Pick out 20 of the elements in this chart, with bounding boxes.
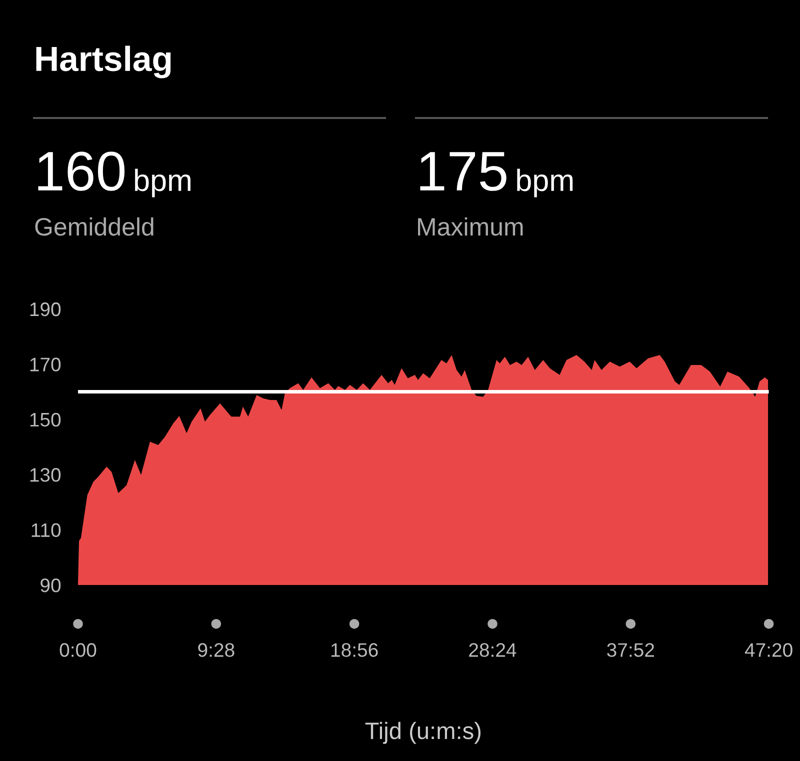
y-tick-label: 190 [30,302,61,316]
x-axis-title: Tijd (u:m:s) [365,722,481,744]
x-tick-label: 47:20 [744,643,792,657]
chart-title: Hartslag [36,46,171,78]
text: Maximum [418,217,523,236]
x-tick-label: 37:52 [607,643,654,657]
text: bpm [517,168,573,198]
x-tick-label: 18:56 [331,643,378,657]
y-tick-label: 150 [30,412,61,427]
text: bpm [134,168,190,198]
x-tick-label: 0:00 [60,643,96,657]
x-tick-label: 9:28 [198,643,234,657]
text: Gemiddeld [35,217,154,236]
text: 175 [420,152,506,191]
y-tick-label: 90 [40,578,61,592]
y-tick-label: 110 [32,523,61,538]
x-tick-label: 28:24 [469,643,516,657]
text: 160 [38,152,125,191]
y-tick-label: 170 [30,358,61,372]
y-tick-label: 130 [30,468,61,482]
